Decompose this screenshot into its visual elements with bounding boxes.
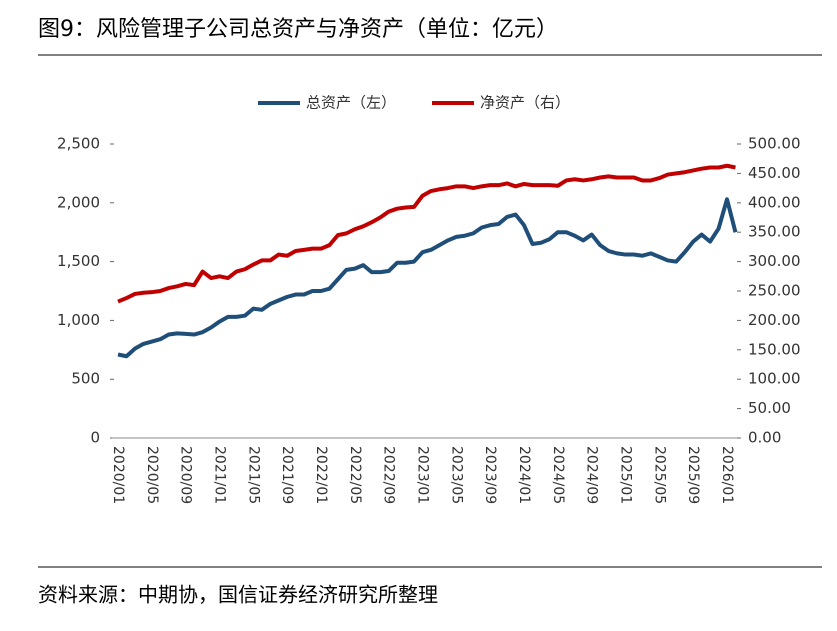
y-tick-label: 1,000 [57, 311, 100, 329]
series-line [117, 163, 736, 304]
y-tick-label: 1,500 [57, 252, 100, 270]
x-tick-label: 2026/01 [719, 446, 735, 504]
x-tick-label: 2023/09 [482, 446, 498, 504]
x-tick-label: 2022/01 [313, 446, 329, 504]
y2-tick-label: 50.00 [748, 399, 791, 417]
x-tick-label: 2021/01 [212, 446, 228, 504]
y-tick-label: 0 [90, 429, 100, 447]
y2-tick-label: 450.00 [748, 164, 801, 182]
x-tick-label: 2020/09 [178, 446, 194, 504]
x-tick-label: 2022/05 [347, 446, 363, 504]
source: 资料来源：中期协，国信证券经济研究所整理 [38, 583, 438, 607]
x-tick-label: 2024/05 [550, 446, 566, 504]
x-tick-label: 2024/09 [584, 446, 600, 504]
y2-tick-label: 150.00 [748, 340, 801, 358]
x-tick-label: 2023/01 [415, 446, 431, 504]
legend-label: 总资产（左） [306, 94, 396, 112]
x-tick-label: 2025/05 [651, 446, 667, 504]
y2-tick-label: 300.00 [748, 252, 801, 270]
y2-tick-label: 500.00 [748, 135, 801, 153]
y-tick-label: 2,000 [57, 193, 100, 211]
y-tick-label: 500 [71, 370, 100, 388]
x-tick-label: 2024/01 [516, 446, 532, 504]
x-tick-label: 2020/05 [144, 446, 160, 504]
x-tick-label: 2025/09 [685, 446, 701, 504]
y2-tick-label: 200.00 [748, 311, 801, 329]
y2-tick-label: 250.00 [748, 282, 801, 300]
y2-tick-label: 0.00 [748, 429, 781, 447]
x-tick-label: 2020/01 [110, 446, 126, 504]
legend-label: 净资产（右） [480, 94, 570, 112]
x-tick-label: 2021/09 [279, 446, 295, 504]
x-tick-label: 2021/05 [245, 446, 261, 504]
x-tick-label: 2023/05 [448, 446, 464, 504]
y2-tick-label: 400.00 [748, 193, 801, 211]
y-tick-label: 2,500 [57, 135, 100, 153]
chart-title: 图9：风险管理子公司总资产与净资产（单位：亿元） [38, 17, 558, 42]
y2-tick-label: 100.00 [748, 370, 801, 388]
y2-tick-label: 350.00 [748, 223, 801, 241]
x-tick-label: 2025/01 [618, 446, 634, 504]
series-line [117, 197, 738, 359]
x-tick-label: 2022/09 [381, 446, 397, 504]
